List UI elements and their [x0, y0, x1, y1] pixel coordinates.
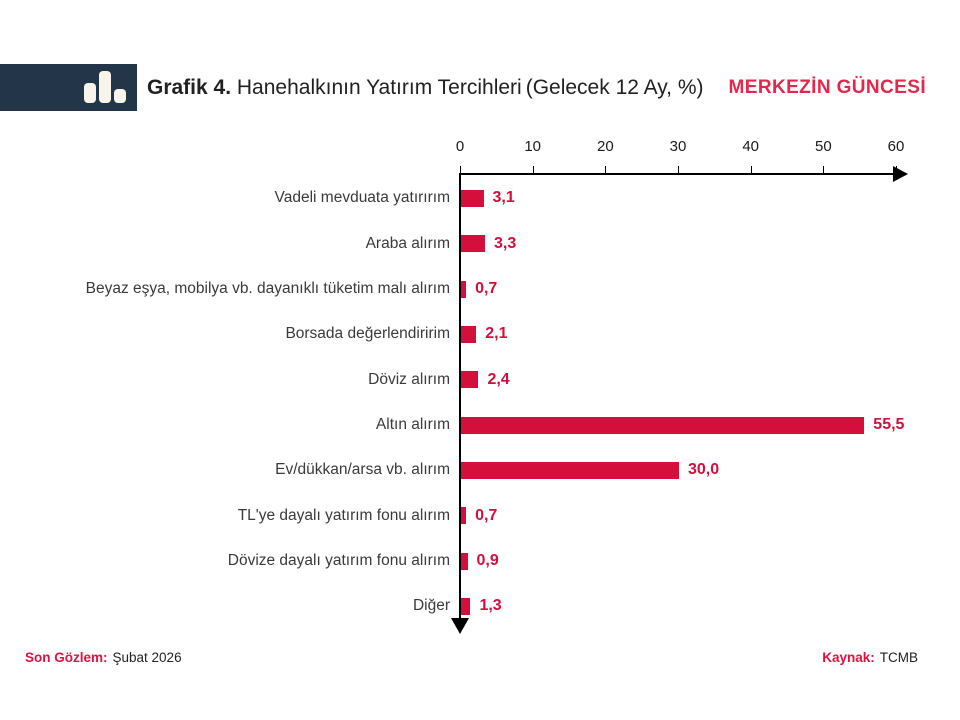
x-tick	[750, 166, 752, 174]
bar	[461, 325, 477, 343]
source-label: Kaynak:	[822, 650, 875, 665]
category-label: Beyaz eşya, mobilya vb. dayanıklı tüketi…	[85, 280, 450, 297]
bar	[461, 507, 467, 525]
brand-name: MERKEZİN GÜNCESİ	[728, 77, 926, 98]
value-label: 3,3	[493, 234, 517, 252]
bar	[461, 552, 468, 570]
source-note: Kaynak: TCMB	[822, 650, 918, 665]
x-tick-label: 10	[524, 138, 541, 155]
bar	[461, 189, 484, 207]
category-label: Döviz alırım	[368, 370, 450, 388]
page-title: Grafik 4. Hanehalkının Yatırım Tercihler…	[147, 64, 704, 111]
x-tick-label: 60	[887, 138, 905, 155]
category-label: Ev/dükkan/arsa vb. alırım	[275, 461, 450, 479]
category-label: Araba alırım	[365, 234, 450, 252]
value-label: 30,0	[688, 461, 720, 479]
bar	[461, 461, 679, 479]
x-tick-label: 0	[455, 138, 465, 155]
value-label: 55,5	[873, 416, 905, 434]
axis-arrow-down-icon	[451, 618, 469, 634]
category-label: Borsada değerlendiririm	[285, 325, 450, 343]
x-tick-label: 20	[596, 138, 614, 155]
category-label: Diğer	[412, 597, 450, 615]
value-label: 1,3	[479, 597, 502, 615]
bar	[461, 416, 865, 434]
x-tick	[678, 166, 679, 174]
value-label: 2,1	[485, 325, 508, 343]
category-label: Dövize dayalı yatırım fonu alırım	[227, 552, 450, 570]
last-observation-value: Şubat 2026	[112, 650, 182, 665]
value-label: 0,7	[475, 280, 498, 297]
title-text: Hanehalkının Yatırım Tercihleri	[236, 76, 522, 99]
bar	[461, 280, 467, 298]
x-tick	[823, 166, 825, 174]
x-axis-line	[460, 173, 896, 175]
category-label: Vadeli mevduata yatırırım	[274, 189, 450, 207]
y-axis-line	[459, 173, 461, 620]
value-label: 3,1	[492, 189, 515, 207]
x-tick-label: 40	[742, 138, 759, 155]
x-tick	[532, 166, 534, 174]
x-tick	[896, 166, 897, 174]
x-tick-label: 30	[669, 138, 687, 155]
last-observation-label: Son Gözlem:	[25, 650, 108, 665]
value-label: 2,4	[487, 370, 510, 388]
last-observation-note: Son Gözlem: Şubat 2026	[25, 650, 182, 665]
bar	[461, 235, 485, 253]
logo-box	[0, 64, 137, 111]
category-label: TL'ye dayalı yatırım fonu alırım	[237, 506, 450, 524]
category-label: Altın alırım	[375, 416, 450, 434]
value-label: 0,7	[475, 506, 498, 524]
title-subtitle: (Gelecek 12 Ay, %)	[525, 76, 704, 99]
title-number: Grafik 4.	[147, 76, 232, 99]
value-label: 0,9	[476, 552, 499, 570]
x-tick-label: 50	[814, 138, 832, 155]
bar	[461, 597, 471, 615]
source-value: TCMB	[879, 650, 918, 665]
x-tick	[605, 166, 607, 174]
bar	[461, 371, 479, 389]
x-tick	[460, 166, 461, 174]
bar-chart-icon	[84, 71, 126, 103]
